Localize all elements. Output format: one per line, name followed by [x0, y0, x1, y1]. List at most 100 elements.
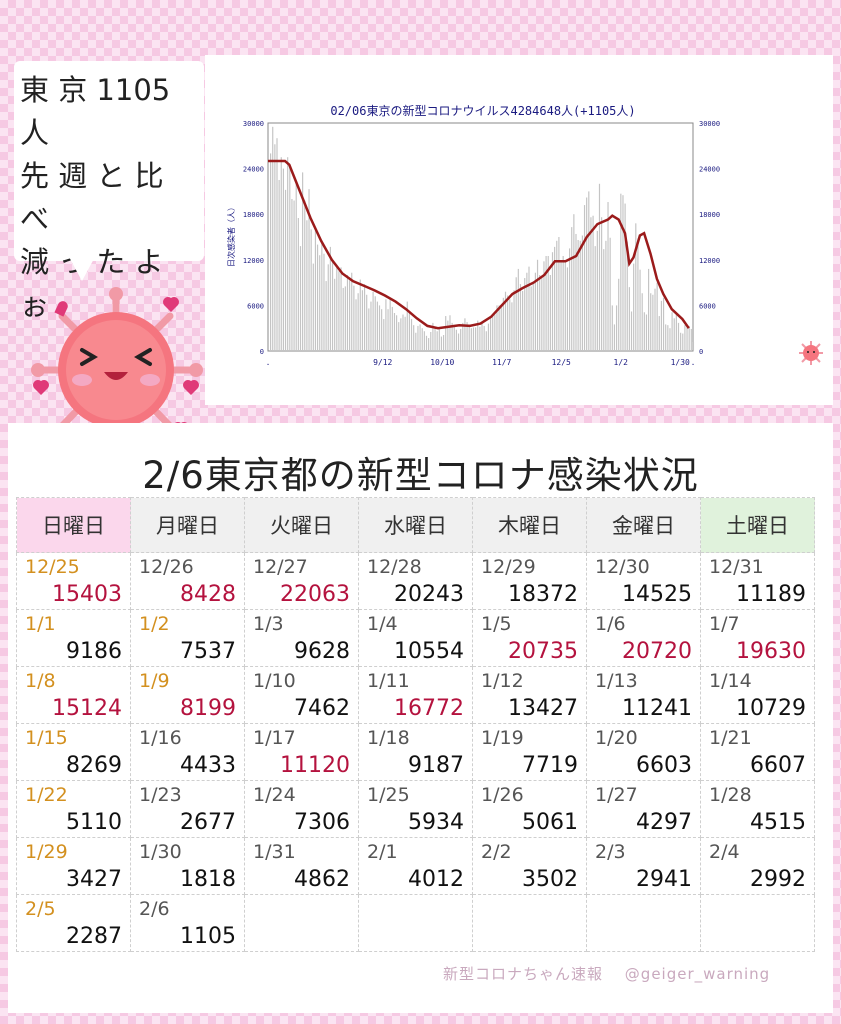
daily-bar [359, 279, 361, 351]
daily-bar [408, 313, 410, 351]
cell-count: 10729 [736, 696, 806, 721]
daily-bar [507, 295, 509, 351]
calendar-row: 2/5 2287 2/6 1105 [16, 894, 815, 952]
daily-bar [321, 240, 323, 351]
speech-bubble-tail [68, 255, 96, 281]
cell-count: 4297 [636, 810, 692, 835]
ytick-right-label: 6000 [699, 302, 716, 310]
daily-bar [628, 287, 630, 351]
cell-count: 11189 [736, 582, 806, 607]
daily-bar [622, 195, 624, 351]
daily-bar [586, 197, 588, 351]
daily-bar [289, 164, 291, 351]
daily-bar [504, 291, 507, 351]
daily-bar [432, 322, 434, 351]
daily-bar [690, 328, 692, 351]
cell-count: 1105 [180, 924, 236, 949]
daily-bar [566, 267, 569, 351]
daily-bar [457, 333, 460, 351]
daily-bar [447, 320, 449, 351]
daily-bar [413, 325, 415, 351]
daily-bar [284, 189, 287, 351]
cell-count: 5934 [408, 810, 464, 835]
daily-bar [577, 240, 579, 351]
cell-count: 9186 [66, 639, 122, 664]
cell-date: 2/6 [139, 898, 170, 920]
daily-bar [274, 144, 276, 351]
calendar-cell: 2/1 4012 [358, 837, 473, 895]
cell-date: 12/25 [25, 556, 80, 578]
small-mascot-icon [799, 341, 823, 365]
daily-bar [475, 327, 477, 351]
daily-bar [346, 275, 349, 351]
calendar-cell: 2/3 2941 [586, 837, 701, 895]
cell-count: 7462 [294, 696, 350, 721]
daily-bar [406, 301, 408, 351]
cell-count: 19630 [736, 639, 806, 664]
cell-date: 1/16 [139, 727, 182, 749]
corona-mascot-icon [31, 287, 203, 455]
mascot-area: 東 京 1105人 先 週 と 比 べ 減 っ た よ ぉ [8, 55, 204, 455]
cell-date: 1/20 [595, 727, 638, 749]
daily-bar [485, 331, 487, 351]
daily-bar [306, 220, 308, 351]
calendar-cell: 1/6 20720 [586, 609, 701, 667]
xtick-label: 1/30 [671, 358, 690, 367]
calendar-cell: 1/3 9628 [244, 609, 359, 667]
cell-date: 1/25 [367, 784, 410, 806]
cell-date: 1/30 [139, 841, 182, 863]
cell-date: 1/31 [253, 841, 296, 863]
calendar-cell: 1/1 9186 [16, 609, 131, 667]
calendar-cell [700, 894, 815, 952]
cell-date: 1/4 [367, 613, 398, 635]
daily-bar [304, 200, 306, 351]
daily-bar [370, 301, 372, 351]
daily-bar [323, 253, 325, 351]
daily-bar [532, 282, 534, 351]
daily-bar [404, 316, 406, 351]
cell-date: 1/19 [481, 727, 524, 749]
cell-count: 7719 [522, 753, 578, 778]
daily-bar [539, 275, 541, 351]
cell-date: 2/2 [481, 841, 512, 863]
cell-date: 1/10 [253, 670, 296, 692]
cell-count: 20243 [394, 582, 464, 607]
chart-ylabel: 日次感染者（人） [226, 203, 236, 267]
cell-date: 1/27 [595, 784, 638, 806]
daily-bar [554, 246, 556, 351]
calendar-cell: 1/24 7306 [244, 780, 359, 838]
daily-bar [677, 322, 680, 351]
calendar-cell: 2/2 3502 [472, 837, 587, 895]
cell-date: 12/30 [595, 556, 650, 578]
daily-bar [415, 332, 417, 351]
footer-brand: 新型コロナちゃん速報 [443, 965, 604, 983]
calendar-cell: 1/9 8199 [130, 666, 245, 724]
daily-bar [637, 238, 639, 351]
cell-count: 2287 [66, 924, 122, 949]
cell-date: 1/8 [25, 670, 56, 692]
calendar-cell: 1/21 6607 [700, 723, 815, 781]
calendar-cell: 12/30 14525 [586, 552, 701, 610]
chart-title: 02/06東京の新型コロナウイルス4284648人(+1105人) [330, 103, 635, 118]
cell-date: 1/23 [139, 784, 182, 806]
daily-bar [511, 302, 513, 351]
daily-bar [549, 275, 551, 351]
daily-bar [312, 263, 314, 351]
calendar-cell: 12/27 22063 [244, 552, 359, 610]
cell-count: 7537 [180, 639, 236, 664]
calendar-row: 1/8 15124 1/9 8199 1/10 7462 1/11 16772 1/12 1342… [16, 666, 815, 724]
daily-bar [624, 203, 626, 351]
cell-count: 22063 [280, 582, 350, 607]
daily-bar [344, 286, 346, 351]
daily-bar [331, 259, 334, 351]
cell-count: 5110 [66, 810, 122, 835]
daily-bar [641, 293, 643, 351]
daily-bar [400, 318, 402, 351]
calendar-cell: 2/4 2992 [700, 837, 815, 895]
calendar-cell: 1/8 15124 [16, 666, 131, 724]
daily-bar [515, 277, 517, 351]
daily-bar [643, 312, 645, 351]
daily-bar [496, 305, 498, 351]
calendar-cell: 1/10 7462 [244, 666, 359, 724]
calendar-cell: 1/18 9187 [358, 723, 473, 781]
